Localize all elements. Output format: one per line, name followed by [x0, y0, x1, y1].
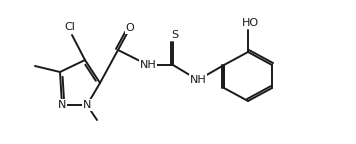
Text: HO: HO — [241, 18, 258, 28]
Text: N: N — [58, 100, 66, 110]
Text: O: O — [126, 23, 134, 33]
Text: S: S — [172, 30, 179, 40]
Text: NH: NH — [140, 60, 156, 70]
Text: Cl: Cl — [64, 22, 75, 32]
Text: N: N — [83, 100, 91, 110]
Text: NH: NH — [190, 75, 206, 85]
